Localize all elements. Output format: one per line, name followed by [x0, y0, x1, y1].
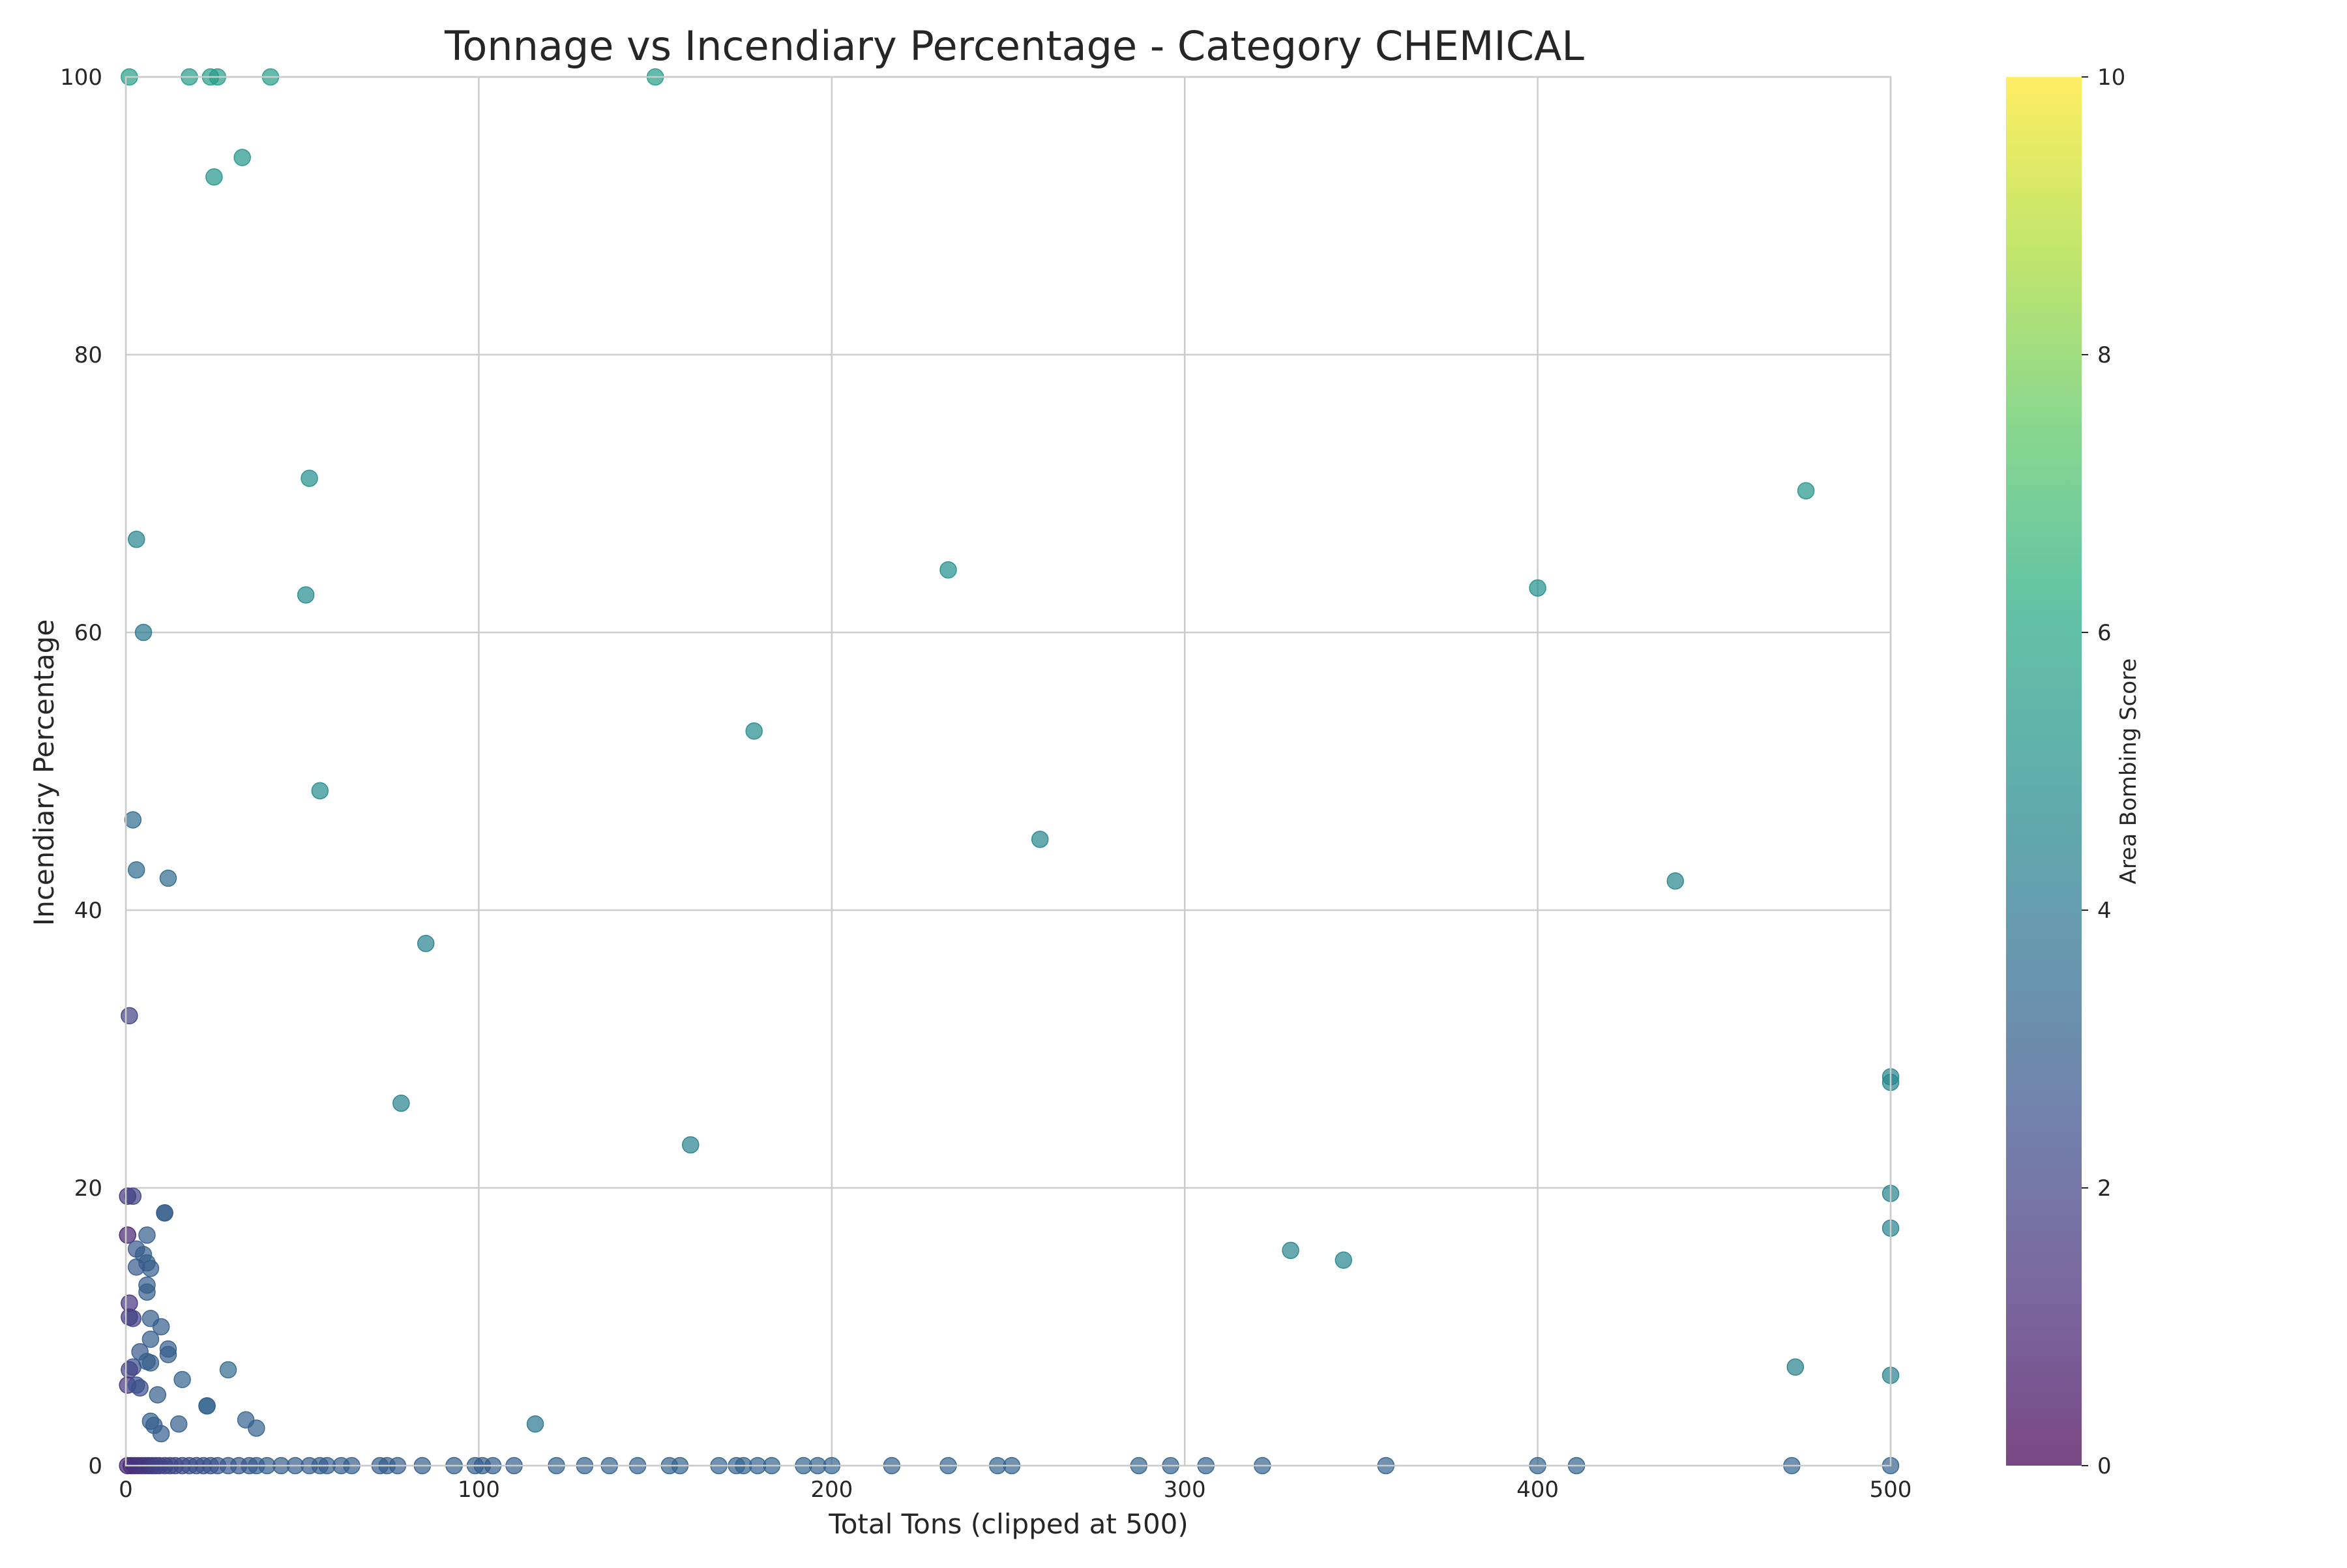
data-point — [745, 722, 763, 740]
data-point — [301, 469, 318, 487]
data-point — [1031, 831, 1049, 848]
colorbar-tick-label: 6 — [2097, 620, 2112, 646]
data-point — [134, 623, 153, 642]
plot-frame — [125, 76, 1892, 1467]
x-tick-label: 500 — [1870, 1477, 1912, 1503]
colorbar-label: Area Bombing Score — [2116, 658, 2142, 885]
data-point — [417, 934, 435, 953]
y-tick-label: 60 — [74, 620, 102, 646]
data-point — [526, 1415, 544, 1433]
data-point — [1797, 482, 1815, 499]
colorbar-tick-label: 0 — [2097, 1453, 2112, 1479]
colorbar-tick-label: 2 — [2097, 1176, 2112, 1202]
data-point — [297, 586, 315, 604]
y-tick-labels: 0 20 40 60 80 100 — [60, 65, 102, 1479]
x-tick-label: 0 — [119, 1477, 133, 1503]
x-tick-labels: 0 100 200 300 400 500 — [119, 1477, 1912, 1503]
y-tick-label: 40 — [74, 898, 102, 924]
y-axis-label: Incendiary Percentage — [28, 619, 60, 926]
data-point — [152, 1318, 170, 1336]
data-point — [233, 149, 251, 166]
data-point — [121, 1007, 138, 1025]
y-tick-label: 80 — [74, 342, 102, 368]
x-tick-label: 300 — [1164, 1477, 1206, 1503]
data-point — [939, 561, 957, 579]
data-point — [152, 1425, 170, 1443]
data-point — [392, 1094, 410, 1112]
data-point — [124, 811, 142, 829]
grid-lines — [125, 76, 1892, 1467]
x-tick-label: 200 — [810, 1477, 853, 1503]
data-point — [311, 782, 329, 800]
x-tick-label: 400 — [1516, 1477, 1559, 1503]
data-point — [119, 1226, 136, 1244]
colorbar — [2006, 77, 2082, 1466]
colorbar-tick-label: 8 — [2097, 342, 2112, 368]
data-point — [205, 168, 223, 186]
data-point — [1529, 579, 1546, 597]
data-point — [159, 869, 177, 887]
data-point — [248, 1419, 265, 1437]
data-point — [124, 1187, 142, 1206]
data-point — [138, 1226, 156, 1244]
colorbar-tick-label: 10 — [2097, 65, 2125, 91]
data-point — [1282, 1241, 1299, 1260]
data-point — [138, 1283, 156, 1301]
data-points — [119, 68, 1900, 1475]
data-point — [149, 1386, 166, 1404]
data-point — [1786, 1358, 1805, 1376]
colorbar-tick-labels: 0 2 4 6 8 10 — [2082, 65, 2125, 1479]
data-point — [173, 1370, 191, 1389]
data-point — [681, 1136, 700, 1154]
data-point — [127, 861, 145, 879]
colorbar-tick-label: 4 — [2097, 898, 2112, 924]
data-point — [127, 1258, 145, 1276]
x-tick-label: 100 — [458, 1477, 500, 1503]
data-point — [141, 1330, 160, 1348]
data-point — [1335, 1251, 1353, 1269]
data-point — [121, 1361, 138, 1379]
data-point — [170, 1415, 188, 1433]
data-point — [141, 1354, 160, 1372]
data-point — [127, 531, 145, 548]
data-point — [131, 1379, 149, 1397]
data-point — [124, 1309, 142, 1327]
data-point — [1666, 872, 1684, 890]
y-tick-label: 100 — [60, 65, 102, 91]
x-axis-label: Total Tons (clipped at 500) — [828, 1508, 1188, 1540]
data-point — [219, 1361, 237, 1379]
chart-title: Tonnage vs Incendiary Percentage - Categ… — [444, 22, 1584, 70]
data-point — [198, 1397, 216, 1415]
data-point — [156, 1204, 173, 1222]
y-tick-label: 0 — [88, 1453, 102, 1479]
data-point — [159, 1346, 177, 1363]
y-tick-label: 20 — [74, 1176, 102, 1202]
